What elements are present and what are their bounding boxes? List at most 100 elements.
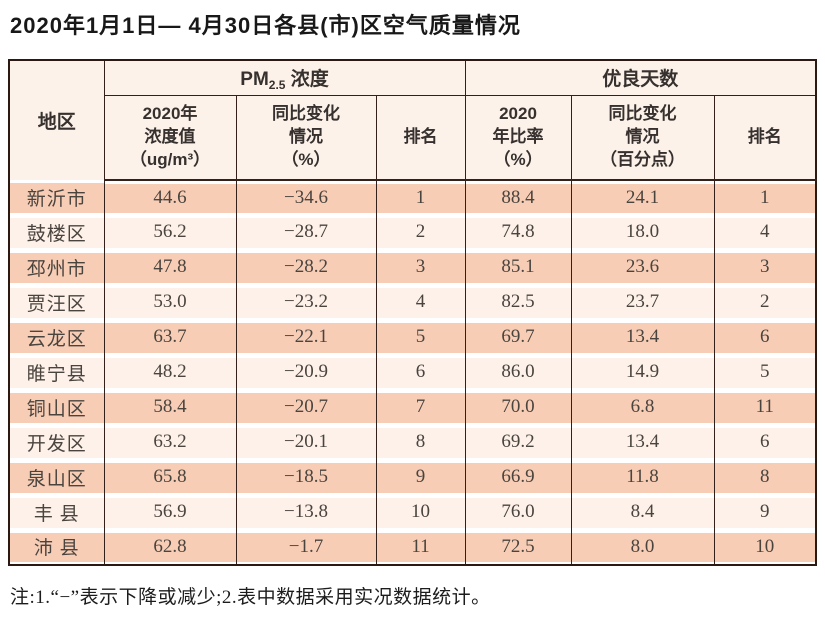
table-row: 贾汪区 53.0 −23.2 4 82.5 23.7 2	[8, 284, 817, 320]
table-header: 地区 PM2.5 浓度 优良天数 2020年 浓度值 （ug/m³） 同比变化 …	[8, 59, 817, 181]
table-row: 泉山区 65.8 −18.5 9 66.9 11.8 8	[8, 459, 817, 495]
pm-value-cell: 58.4	[103, 389, 237, 425]
pm-rank-cell: 1	[375, 179, 466, 215]
pm-change-cell: −28.2	[235, 249, 377, 285]
table-row: 开发区 63.2 −20.1 8 69.2 13.4 6	[8, 424, 817, 460]
table-row: 新沂市 44.6 −34.6 1 88.4 24.1 1	[8, 179, 817, 215]
pm-value-cell: 53.0	[103, 284, 237, 320]
pm-change-cell: −23.2	[235, 284, 377, 320]
pm-rank-cell: 4	[375, 284, 466, 320]
pm-change-cell: −20.1	[235, 424, 377, 460]
region-cell: 睢宁县	[8, 354, 105, 390]
ratio-value-cell: 76.0	[464, 494, 572, 530]
ratio-change-cell: 6.8	[570, 389, 715, 425]
region-cell: 贾汪区	[8, 284, 105, 320]
ratio-rank-cell: 4	[713, 214, 817, 250]
ratio-change-cell: 24.1	[570, 179, 715, 215]
ratio-rank-cell: 10	[713, 529, 817, 565]
column-group-pm25: PM2.5 浓度	[103, 59, 466, 97]
ratio-value-cell: 66.9	[464, 459, 572, 495]
pm-change-cell: −20.9	[235, 354, 377, 390]
ratio-rank-cell: 5	[713, 354, 817, 390]
pm25-label-prefix: PM	[240, 68, 269, 90]
table-body: 新沂市 44.6 −34.6 1 88.4 24.1 1 鼓楼区 56.2 −2…	[8, 179, 817, 565]
pm-rank-cell: 7	[375, 389, 466, 425]
ratio-rank-cell: 6	[713, 319, 817, 355]
ratio-rank-cell: 11	[713, 389, 817, 425]
column-header-ratio-change: 同比变化 情况 （百分点）	[570, 95, 715, 181]
ratio-change-cell: 23.6	[570, 249, 715, 285]
table-row: 邳州市 47.8 −28.2 3 85.1 23.6 3	[8, 249, 817, 285]
ratio-rank-cell: 1	[713, 179, 817, 215]
pm25-label-subscript: 2.5	[268, 77, 286, 92]
ratio-change-cell: 18.0	[570, 214, 715, 250]
ratio-rank-cell: 3	[713, 249, 817, 285]
pm-change-cell: −20.7	[235, 389, 377, 425]
ratio-value-cell: 88.4	[464, 179, 572, 215]
pm-rank-cell: 9	[375, 459, 466, 495]
table-row: 云龙区 63.7 −22.1 5 69.7 13.4 6	[8, 319, 817, 355]
ratio-value-cell: 86.0	[464, 354, 572, 390]
ratio-change-cell: 8.0	[570, 529, 715, 565]
region-cell: 鼓楼区	[8, 214, 105, 250]
footnote: 注:1.“−”表示下降或减少;2.表中数据采用实况数据统计。	[10, 586, 491, 608]
region-cell: 新沂市	[8, 179, 105, 215]
ratio-value-cell: 70.0	[464, 389, 572, 425]
ratio-rank-cell: 9	[713, 494, 817, 530]
ratio-value-cell: 69.7	[464, 319, 572, 355]
pm-change-cell: −13.8	[235, 494, 377, 530]
table-row: 铜山区 58.4 −20.7 7 70.0 6.8 11	[8, 389, 817, 425]
pm-value-cell: 62.8	[103, 529, 237, 565]
header-sub-row: 2020年 浓度值 （ug/m³） 同比变化 情况 （%） 排名 2020 年比…	[9, 95, 817, 181]
ratio-value-cell: 72.5	[464, 529, 572, 565]
region-cell: 丰 县	[8, 494, 105, 530]
column-header-ratio-value: 2020 年比率 （%）	[464, 95, 572, 181]
pm-value-cell: 47.8	[103, 249, 237, 285]
air-quality-table: 地区 PM2.5 浓度 优良天数 2020年 浓度值 （ug/m³） 同比变化 …	[8, 58, 818, 566]
ratio-value-cell: 82.5	[464, 284, 572, 320]
table-row: 丰 县 56.9 −13.8 10 76.0 8.4 9	[8, 494, 817, 530]
column-header-pm-change: 同比变化 情况 （%）	[235, 95, 377, 181]
column-header-pm-value: 2020年 浓度值 （ug/m³）	[103, 95, 237, 181]
ratio-rank-cell: 2	[713, 284, 817, 320]
ratio-change-cell: 14.9	[570, 354, 715, 390]
ratio-value-cell: 69.2	[464, 424, 572, 460]
column-header-region: 地区	[8, 59, 105, 180]
pm-value-cell: 63.2	[103, 424, 237, 460]
ratio-rank-cell: 8	[713, 459, 817, 495]
pm-change-cell: −34.6	[235, 179, 377, 215]
column-header-pm-rank: 排名	[375, 95, 466, 181]
pm-value-cell: 56.2	[103, 214, 237, 250]
pm-change-cell: −1.7	[235, 529, 377, 565]
table-row: 沛 县 62.8 −1.7 11 72.5 8.0 10	[8, 529, 817, 565]
region-cell: 沛 县	[8, 529, 105, 565]
pm-value-cell: 56.9	[103, 494, 237, 530]
pm-change-cell: −22.1	[235, 319, 377, 355]
region-cell: 铜山区	[8, 389, 105, 425]
pm-rank-cell: 11	[375, 529, 466, 565]
header-group-row: 地区 PM2.5 浓度 优良天数	[8, 59, 817, 180]
ratio-change-cell: 11.8	[570, 459, 715, 495]
column-header-ratio-rank: 排名	[713, 95, 817, 181]
pm-value-cell: 65.8	[103, 459, 237, 495]
pm-rank-cell: 5	[375, 319, 466, 355]
ratio-change-cell: 13.4	[570, 319, 715, 355]
ratio-change-cell: 8.4	[570, 494, 715, 530]
pm25-label-suffix: 浓度	[290, 68, 329, 90]
ratio-rank-cell: 6	[713, 424, 817, 460]
page-title: 2020年1月1日— 4月30日各县(市)区空气质量情况	[10, 13, 521, 38]
ratio-value-cell: 85.1	[464, 249, 572, 285]
pm-rank-cell: 2	[375, 214, 466, 250]
pm-value-cell: 48.2	[103, 354, 237, 390]
ratio-value-cell: 74.8	[464, 214, 572, 250]
ratio-change-cell: 13.4	[570, 424, 715, 460]
region-cell: 云龙区	[8, 319, 105, 355]
pm-change-cell: −28.7	[235, 214, 377, 250]
table-row: 睢宁县 48.2 −20.9 6 86.0 14.9 5	[8, 354, 817, 390]
ratio-change-cell: 23.7	[570, 284, 715, 320]
table-row: 鼓楼区 56.2 −28.7 2 74.8 18.0 4	[8, 214, 817, 250]
region-cell: 开发区	[8, 424, 105, 460]
pm-rank-cell: 8	[375, 424, 466, 460]
pm-change-cell: −18.5	[235, 459, 377, 495]
pm-rank-cell: 3	[375, 249, 466, 285]
